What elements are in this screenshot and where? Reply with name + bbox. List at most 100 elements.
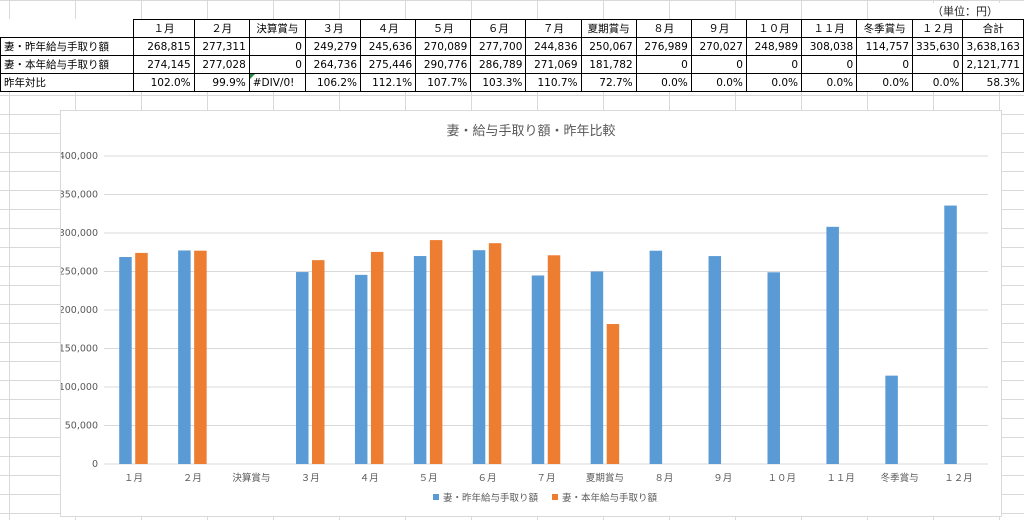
bar [488,243,502,464]
x-tick-label: ４月 [360,473,379,484]
table-cell[interactable]: 0 [248,55,306,74]
bar [531,275,545,464]
table-cell[interactable]: 181,782 [580,55,637,74]
header-cell[interactable]: ９月 [690,19,747,38]
bar [135,252,148,464]
table-cell[interactable]: 99.9% [193,73,250,92]
header-cell[interactable] [0,19,135,38]
legend: 妻・昨年給与手取り額 妻・本年給与手取り額 [433,492,658,504]
table-cell[interactable]: 112.1% [360,73,417,92]
bar [413,256,427,464]
table-cell[interactable]: 114,757 [856,37,913,56]
x-axis-ticks: １月 ２月 決算賞与 ３月 ４月 ５月 ６月 ７月 夏期賞与 ８月 ９月 １０月 １１月 冬季賞与 １２月 [124,472,973,484]
table-row-last-year: 妻・昨年給与手取り額 268,815 277,311 0 249,279 245… [0,37,1024,56]
table-cell[interactable]: 276,989 [635,37,692,56]
table-cell[interactable]: 335,630 [911,37,964,56]
table-cell[interactable]: 290,776 [415,55,472,74]
y-tick-label: 350,000 [61,190,98,201]
table-cell[interactable]: 0 [911,55,964,74]
table-cell[interactable]: 58.3% [962,73,1024,92]
y-tick-label: 250,000 [61,267,98,278]
bar [370,251,384,464]
table-cell[interactable]: 277,028 [193,55,250,74]
table-cell[interactable]: 110.7% [525,73,582,92]
table-cell[interactable]: 0 [635,55,692,74]
header-cell[interactable]: 決算賞与 [248,19,306,38]
unit-label: （単位：円） [930,3,1000,19]
chart-title: 妻・給与手取り額・昨年比較 [446,124,615,139]
table-cell[interactable]: 270,027 [690,37,747,56]
row-label[interactable]: 妻・本年給与手取り額 [0,55,135,74]
x-tick-label: ３月 [301,473,320,484]
header-cell[interactable]: ７月 [525,19,582,38]
table-cell[interactable]: 249,279 [304,37,362,56]
bar [767,272,780,464]
table-cell[interactable]: 277,700 [470,37,527,56]
table-cell[interactable]: 275,446 [360,55,417,74]
header-cell[interactable]: 夏期賞与 [580,19,637,38]
table-cell[interactable]: 2,121,771 [962,55,1024,74]
table-cell[interactable]: 244,836 [525,37,582,56]
header-cell[interactable]: １２月 [911,19,964,38]
table-cell[interactable]: 0.0% [856,73,913,92]
header-cell[interactable]: ８月 [635,19,692,38]
error-cell[interactable]: #DIV/0! [248,73,306,92]
table-cell[interactable]: 0.0% [635,73,692,92]
table-cell[interactable]: 102.0% [133,73,195,92]
table-row-ratio: 昨年対比 102.0% 99.9% #DIV/0! 106.2% 112.1% … [0,73,1024,92]
table-cell[interactable]: 0.0% [801,73,858,92]
bar [606,324,620,464]
header-cell[interactable]: ２月 [193,19,250,38]
table-cell[interactable]: 248,989 [745,37,803,56]
table-header-row: １月 ２月 決算賞与 ３月 ４月 ５月 ６月 ７月 夏期賞与 ８月 ９月 １０月… [0,19,1024,38]
table-cell[interactable]: 0 [745,55,803,74]
table-cell[interactable]: 0 [801,55,858,74]
table-cell[interactable]: 0 [690,55,747,74]
row-label[interactable]: 昨年対比 [0,73,135,92]
header-cell[interactable]: １１月 [801,19,858,38]
table-cell[interactable]: 268,815 [133,37,195,56]
bar [429,240,443,464]
table-cell[interactable]: 274,145 [133,55,195,74]
chart-area[interactable]: 妻・給与手取り額・昨年比較 0 50,000 100,000 150,000 200,0… [60,110,1002,517]
y-tick-label: 300,000 [61,228,98,239]
table-cell[interactable]: 250,067 [580,37,637,56]
table-cell[interactable]: 0 [856,55,913,74]
x-tick-label: ９月 [713,473,732,484]
table-cell[interactable]: 0.0% [745,73,803,92]
table-cell[interactable]: 264,736 [304,55,362,74]
bar [296,272,309,464]
table-cell[interactable]: 277,311 [193,37,250,56]
header-cell[interactable]: ４月 [360,19,417,38]
table-cell[interactable]: 271,069 [525,55,582,74]
table-cell[interactable]: 245,636 [360,37,417,56]
y-tick-label: 200,000 [61,305,98,316]
x-tick-label: ７月 [536,473,555,484]
header-cell[interactable]: １０月 [745,19,803,38]
header-cell[interactable]: １月 [133,19,195,38]
table-cell[interactable]: 106.2% [304,73,362,92]
table-cell[interactable]: 107.7% [415,73,472,92]
header-cell[interactable]: ３月 [304,19,362,38]
table-cell[interactable]: 0.0% [911,73,964,92]
table-cell[interactable]: 0.0% [690,73,747,92]
table-cell[interactable]: 0 [248,37,306,56]
x-tick-label: 夏期賞与 [586,472,624,484]
table-cell[interactable]: 103.3% [470,73,527,92]
table-cell[interactable]: 286,789 [470,55,527,74]
table-cell[interactable]: 270,089 [415,37,472,56]
bar [708,256,722,464]
y-tick-label: 100,000 [61,382,98,393]
header-cell[interactable]: ６月 [470,19,527,38]
table-cell[interactable]: 72.7% [580,73,637,92]
header-cell[interactable]: 合計 [962,19,1024,38]
table-row-this-year: 妻・本年給与手取り額 274,145 277,028 0 264,736 275… [0,55,1024,74]
header-cell[interactable]: 冬季賞与 [856,19,913,38]
x-tick-label: ６月 [478,473,497,484]
header-cell[interactable]: ５月 [415,19,472,38]
table-cell[interactable]: 308,038 [801,37,858,56]
x-tick-label: １月 [124,473,143,484]
x-tick-label: 冬季賞与 [881,472,919,484]
row-label[interactable]: 妻・昨年給与手取り額 [0,37,135,56]
table-cell[interactable]: 3,638,163 [962,37,1024,56]
